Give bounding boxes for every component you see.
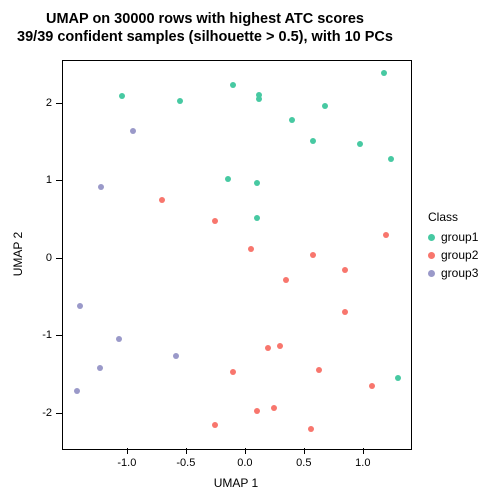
scatter-point (98, 184, 104, 190)
scatter-point (383, 232, 389, 238)
scatter-point (388, 156, 394, 162)
chart-title: UMAP on 30000 rows with highest ATC scor… (0, 10, 410, 46)
x-tick-label: 1.0 (355, 457, 370, 469)
legend-swatch-icon (428, 252, 435, 259)
title-line-2: 39/39 confident samples (silhouette > 0.… (0, 28, 410, 46)
x-tick-label: 0.0 (237, 457, 252, 469)
x-tick-label: -1.0 (117, 457, 136, 469)
scatter-point (248, 246, 254, 252)
scatter-point (271, 405, 277, 411)
scatter-point (119, 93, 125, 99)
scatter-point (173, 353, 179, 359)
x-tick-label: 0.5 (296, 457, 311, 469)
legend-title: Class (428, 210, 478, 224)
scatter-point (159, 197, 165, 203)
scatter-point (283, 277, 289, 283)
legend: Class group1 group2 group3 (428, 210, 478, 284)
chart-container: UMAP on 30000 rows with highest ATC scor… (0, 0, 504, 504)
y-tick (56, 335, 62, 336)
scatter-point (74, 388, 80, 394)
y-tick (56, 258, 62, 259)
legend-item: group1 (428, 230, 478, 244)
scatter-point (277, 343, 283, 349)
scatter-point (177, 98, 183, 104)
scatter-point (254, 180, 260, 186)
x-tick (186, 448, 187, 454)
scatter-point (212, 218, 218, 224)
y-tick-label: -2 (34, 407, 52, 419)
legend-label: group2 (441, 248, 478, 262)
scatter-point (256, 92, 262, 98)
x-tick (245, 448, 246, 454)
scatter-point (316, 367, 322, 373)
x-axis-label: UMAP 1 (62, 476, 410, 490)
scatter-point (254, 408, 260, 414)
legend-label: group3 (441, 266, 478, 280)
y-tick-label: 2 (34, 97, 52, 109)
scatter-point (289, 117, 295, 123)
y-tick (56, 103, 62, 104)
x-tick (363, 448, 364, 454)
scatter-point (310, 138, 316, 144)
legend-item: group2 (428, 248, 478, 262)
scatter-point (254, 215, 260, 221)
y-tick-label: -1 (34, 329, 52, 341)
scatter-point (225, 176, 231, 182)
y-tick (56, 413, 62, 414)
scatter-point (395, 375, 401, 381)
scatter-point (77, 303, 83, 309)
scatter-point (212, 422, 218, 428)
scatter-point (230, 82, 236, 88)
x-tick-label: -0.5 (176, 457, 195, 469)
legend-swatch-icon (428, 270, 435, 277)
title-line-1: UMAP on 30000 rows with highest ATC scor… (0, 10, 410, 28)
legend-label: group1 (441, 230, 478, 244)
scatter-point (130, 128, 136, 134)
scatter-point (310, 252, 316, 258)
scatter-point (265, 345, 271, 351)
scatter-point (116, 336, 122, 342)
plot-area (62, 60, 412, 450)
y-tick-label: 1 (34, 174, 52, 186)
scatter-point (342, 267, 348, 273)
scatter-point (342, 309, 348, 315)
scatter-point (230, 369, 236, 375)
scatter-point (357, 141, 363, 147)
legend-swatch-icon (428, 234, 435, 241)
x-tick (127, 448, 128, 454)
scatter-point (381, 70, 387, 76)
scatter-point (308, 426, 314, 432)
scatter-point (97, 365, 103, 371)
y-axis-label: UMAP 2 (11, 232, 25, 276)
legend-item: group3 (428, 266, 478, 280)
scatter-point (369, 383, 375, 389)
scatter-point (322, 103, 328, 109)
x-tick (304, 448, 305, 454)
y-tick-label: 0 (34, 252, 52, 264)
y-tick (56, 180, 62, 181)
